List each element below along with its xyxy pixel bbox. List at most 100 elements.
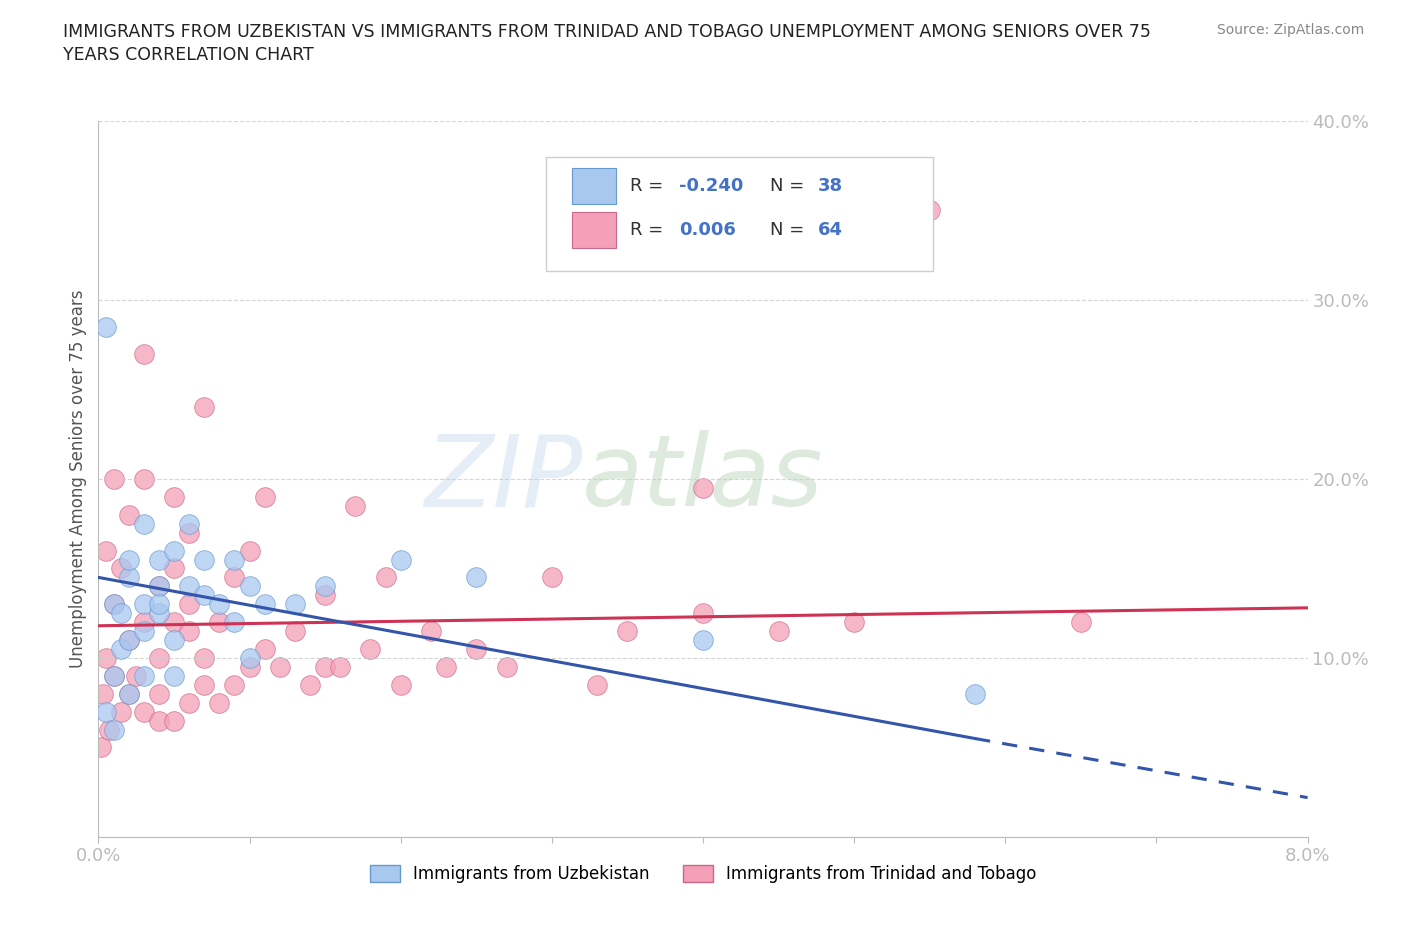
Point: [103, 722, 125, 737]
FancyBboxPatch shape: [572, 212, 616, 248]
Point: [239, 578, 262, 594]
Point: [768, 624, 790, 639]
Point: [118, 552, 141, 567]
Text: YEARS CORRELATION CHART: YEARS CORRELATION CHART: [63, 46, 314, 64]
Point: [253, 642, 276, 657]
Point: [179, 578, 201, 594]
Point: [163, 489, 186, 504]
Text: 0.006: 0.006: [679, 221, 735, 239]
Point: [132, 346, 155, 361]
Point: [179, 597, 201, 612]
Point: [224, 570, 246, 585]
Point: [586, 677, 609, 692]
Point: [90, 740, 112, 755]
Point: [253, 489, 276, 504]
Point: [224, 552, 246, 567]
Point: [148, 713, 170, 728]
FancyBboxPatch shape: [572, 167, 616, 204]
Point: [163, 543, 186, 558]
Point: [148, 651, 170, 666]
Point: [193, 677, 215, 692]
Point: [224, 677, 246, 692]
Text: N =: N =: [769, 177, 810, 195]
Point: [148, 578, 170, 594]
Point: [193, 651, 215, 666]
Point: [193, 400, 215, 415]
Text: IMMIGRANTS FROM UZBEKISTAN VS IMMIGRANTS FROM TRINIDAD AND TOBAGO UNEMPLOYMENT A: IMMIGRANTS FROM UZBEKISTAN VS IMMIGRANTS…: [63, 23, 1152, 41]
Text: 64: 64: [818, 221, 842, 239]
Point: [132, 615, 155, 630]
Point: [103, 597, 125, 612]
Point: [179, 525, 201, 540]
Point: [224, 615, 246, 630]
Point: [239, 659, 262, 674]
Point: [360, 642, 382, 657]
Point: [110, 642, 132, 657]
Point: [103, 669, 125, 684]
Point: [208, 597, 231, 612]
Point: [299, 677, 322, 692]
Legend: Immigrants from Uzbekistan, Immigrants from Trinidad and Tobago: Immigrants from Uzbekistan, Immigrants f…: [363, 858, 1043, 889]
Point: [239, 651, 262, 666]
Point: [118, 632, 141, 647]
Point: [193, 552, 215, 567]
Text: atlas: atlas: [582, 431, 824, 527]
Point: [118, 570, 141, 585]
Point: [284, 624, 307, 639]
Point: [208, 696, 231, 711]
Point: [269, 659, 291, 674]
Point: [94, 319, 117, 334]
Point: [103, 669, 125, 684]
Point: [965, 686, 987, 701]
Point: [110, 561, 132, 576]
Point: [179, 516, 201, 531]
Point: [94, 704, 117, 719]
Point: [193, 588, 215, 603]
Point: [329, 659, 352, 674]
Point: [132, 704, 155, 719]
Point: [284, 597, 307, 612]
Point: [844, 615, 866, 630]
Point: [253, 597, 276, 612]
Point: [148, 578, 170, 594]
Point: [208, 615, 231, 630]
Point: [420, 624, 443, 639]
Point: [132, 669, 155, 684]
Point: [148, 552, 170, 567]
Text: Source: ZipAtlas.com: Source: ZipAtlas.com: [1216, 23, 1364, 37]
Point: [94, 543, 117, 558]
Point: [132, 597, 155, 612]
Point: [540, 570, 562, 585]
Point: [163, 632, 186, 647]
Point: [163, 713, 186, 728]
Text: ZIP: ZIP: [423, 431, 582, 527]
Point: [118, 686, 141, 701]
Point: [163, 669, 186, 684]
Point: [179, 696, 201, 711]
Point: [314, 588, 336, 603]
Point: [434, 659, 457, 674]
Point: [118, 508, 141, 523]
Point: [94, 651, 117, 666]
Point: [389, 552, 412, 567]
Point: [314, 659, 336, 674]
Point: [163, 561, 186, 576]
Text: -0.240: -0.240: [679, 177, 744, 195]
Text: 38: 38: [818, 177, 844, 195]
Point: [918, 203, 941, 218]
Point: [163, 615, 186, 630]
Point: [692, 605, 714, 620]
Point: [103, 597, 125, 612]
Point: [98, 722, 121, 737]
Point: [132, 624, 155, 639]
Point: [465, 642, 488, 657]
Point: [125, 669, 148, 684]
Point: [179, 624, 201, 639]
Point: [148, 597, 170, 612]
Point: [616, 624, 638, 639]
Point: [495, 659, 517, 674]
Point: [118, 686, 141, 701]
Point: [344, 498, 367, 513]
Point: [148, 605, 170, 620]
Point: [110, 704, 132, 719]
